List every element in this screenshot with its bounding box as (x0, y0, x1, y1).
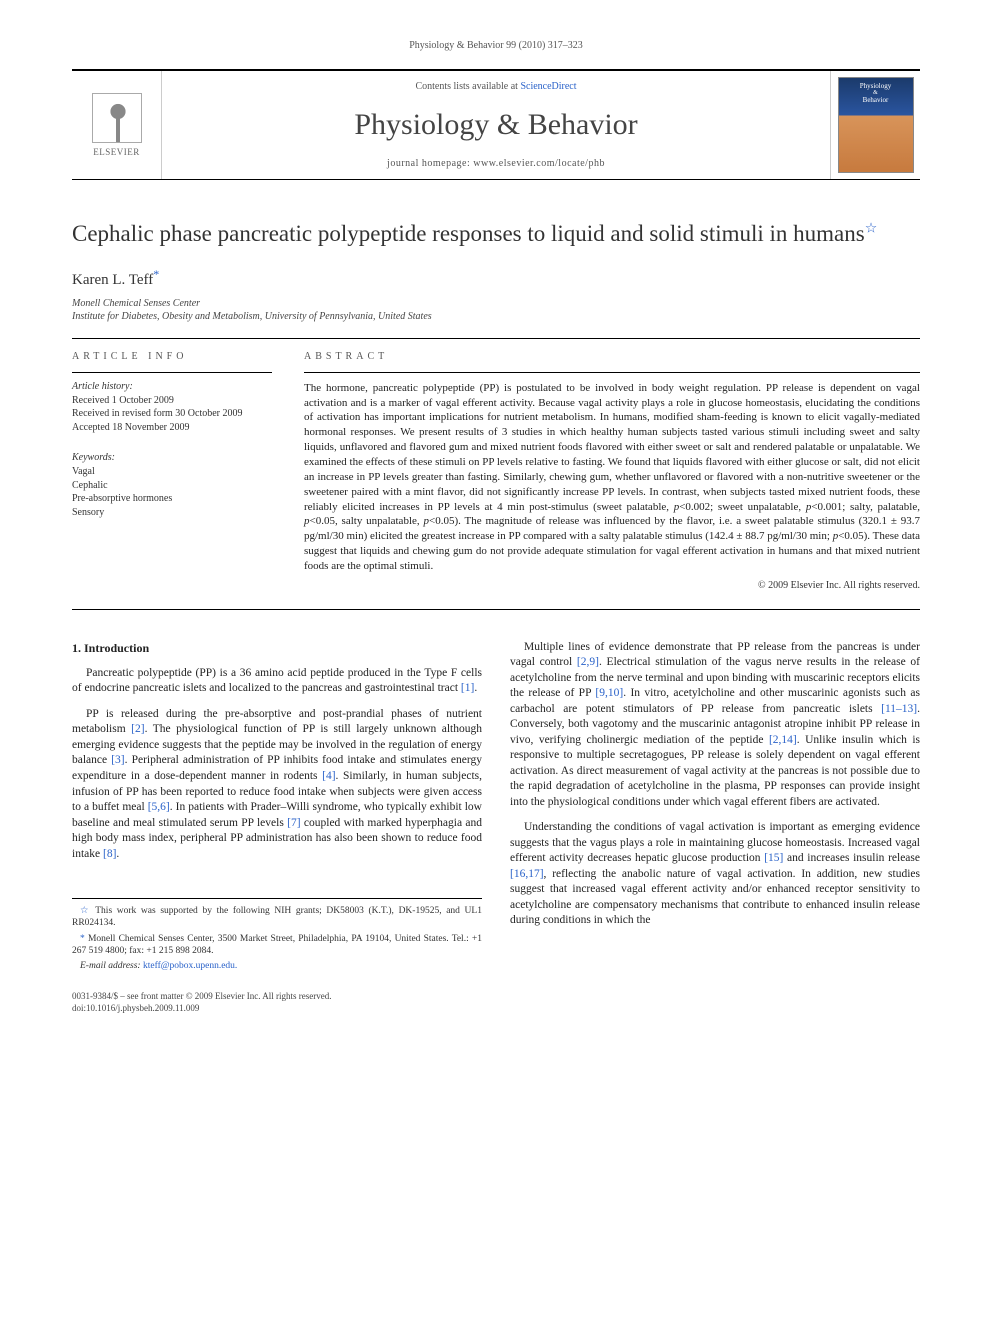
elsevier-tree-icon (92, 93, 142, 143)
footnote-funding: ☆ This work was supported by the followi… (72, 905, 482, 930)
abstract-text: The hormone, pancreatic polypeptide (PP)… (304, 381, 920, 574)
cover-thumb-cell: Physiology & Behavior (830, 71, 920, 179)
email-label: E-mail address: (80, 961, 141, 971)
mid-rule (72, 609, 920, 610)
footnote-correspondence: * Monell Chemical Senses Center, 3500 Ma… (72, 933, 482, 958)
funding-marker: ☆ (80, 906, 91, 916)
journal-homepage-line: journal homepage: www.elsevier.com/locat… (170, 158, 822, 169)
corr-marker: * (80, 934, 85, 944)
elsevier-logo: ELSEVIER (82, 86, 152, 164)
article-info-heading: article info (72, 351, 272, 362)
keywords-label: Keywords: (72, 452, 272, 463)
journal-name: Physiology & Behavior (170, 108, 822, 142)
intro-heading: 1. Introduction (72, 640, 482, 656)
keyword-2: Cephalic (72, 479, 272, 493)
page-root: Physiology & Behavior 99 (2010) 317–323 … (0, 0, 992, 1054)
article-title-text: Cephalic phase pancreatic polypeptide re… (72, 221, 865, 246)
history-revised: Received in revised form 30 October 2009 (72, 407, 272, 421)
cover-text-bottom: Behavior (839, 96, 913, 104)
meta-row: article info Article history: Received 1… (72, 351, 920, 591)
abstract-copyright: © 2009 Elsevier Inc. All rights reserved… (304, 580, 920, 591)
email-link[interactable]: kteff@pobox.upenn.edu. (143, 961, 237, 971)
affiliations: Monell Chemical Senses Center Institute … (72, 297, 920, 324)
keyword-3: Pre-absorptive hormones (72, 492, 272, 506)
right-para-1: Multiple lines of evidence demonstrate t… (510, 640, 920, 811)
elsevier-logo-text: ELSEVIER (93, 147, 140, 157)
cover-text-top: Physiology (839, 82, 913, 90)
affiliation-2: Institute for Diabetes, Obesity and Meta… (72, 310, 920, 324)
journal-cover-thumbnail: Physiology & Behavior (838, 77, 914, 173)
contents-available-line: Contents lists available at ScienceDirec… (170, 81, 822, 92)
funding-text: This work was supported by the following… (72, 906, 482, 928)
keyword-1: Vagal (72, 465, 272, 479)
article-title: Cephalic phase pancreatic polypeptide re… (72, 220, 920, 249)
contents-prefix: Contents lists available at (415, 81, 520, 92)
sciencedirect-link[interactable]: ScienceDirect (520, 81, 576, 92)
left-column: 1. Introduction Pancreatic polypeptide (… (72, 640, 482, 1014)
footer-line-1: 0031-9384/$ – see front matter © 2009 El… (72, 991, 482, 1003)
keywords-block: Keywords: Vagal Cephalic Pre-absorptive … (72, 452, 272, 519)
footer-doi: doi:10.1016/j.physbeh.2009.11.009 (72, 1003, 482, 1015)
affiliation-1: Monell Chemical Senses Center (72, 297, 920, 311)
history-label: Article history: (72, 381, 272, 392)
author-line: Karen L. Teff* (72, 267, 920, 289)
publisher-logo-cell: ELSEVIER (72, 71, 162, 179)
homepage-prefix: journal homepage: (387, 158, 473, 169)
body-columns: 1. Introduction Pancreatic polypeptide (… (72, 640, 920, 1014)
history-accepted: Accepted 18 November 2009 (72, 421, 272, 435)
footnotes: ☆ This work was supported by the followi… (72, 898, 482, 973)
abstract-heading: abstract (304, 351, 920, 362)
title-footnote-marker[interactable]: ☆ (865, 221, 878, 236)
footnote-email: E-mail address: kteff@pobox.upenn.edu. (72, 960, 482, 972)
right-column: Multiple lines of evidence demonstrate t… (510, 640, 920, 1014)
author-name: Karen L. Teff (72, 272, 153, 288)
intro-para-2: PP is released during the pre-absorptive… (72, 707, 482, 862)
intro-para-1: Pancreatic polypeptide (PP) is a 36 amin… (72, 666, 482, 697)
corr-text: Monell Chemical Senses Center, 3500 Mark… (72, 934, 482, 956)
corresponding-author-marker[interactable]: * (153, 267, 159, 281)
homepage-url[interactable]: www.elsevier.com/locate/phb (473, 158, 605, 169)
masthead: ELSEVIER Contents lists available at Sci… (72, 69, 920, 180)
abstract-rule (304, 372, 920, 373)
right-para-2: Understanding the conditions of vagal ac… (510, 820, 920, 929)
masthead-center: Contents lists available at ScienceDirec… (162, 71, 830, 179)
footer-block: 0031-9384/$ – see front matter © 2009 El… (72, 991, 482, 1014)
history-received: Received 1 October 2009 (72, 394, 272, 408)
abstract-column: abstract The hormone, pancreatic polypep… (304, 351, 920, 591)
keyword-4: Sensory (72, 506, 272, 520)
running-header: Physiology & Behavior 99 (2010) 317–323 (72, 40, 920, 51)
top-rule (72, 338, 920, 339)
article-info-column: article info Article history: Received 1… (72, 351, 272, 591)
article-info-rule (72, 372, 272, 373)
